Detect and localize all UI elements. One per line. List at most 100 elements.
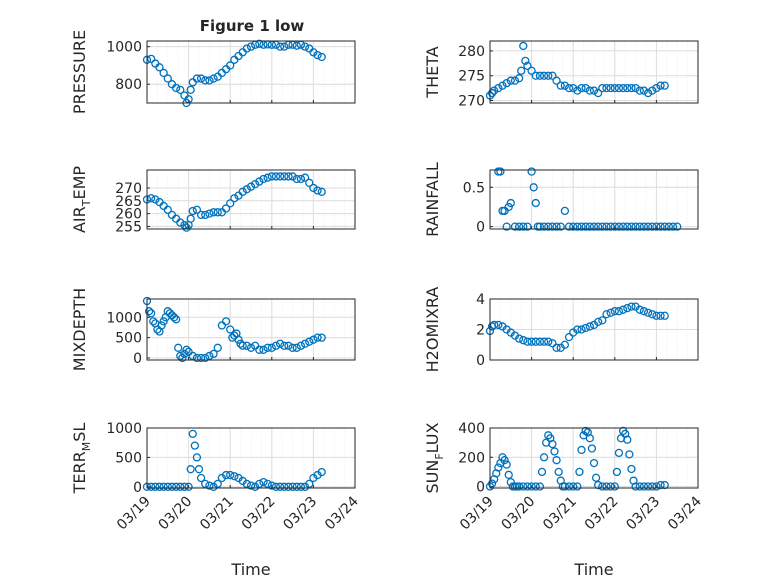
data-point	[589, 86, 599, 95]
subplot-1: 800 1000 PRESSURE	[70, 30, 356, 114]
data-point	[167, 482, 177, 491]
data-point	[176, 482, 185, 491]
data-point	[564, 332, 574, 342]
data-point	[618, 222, 628, 231]
data-point	[255, 177, 264, 186]
y-tick-label: 2	[476, 323, 485, 339]
data-point	[205, 76, 214, 85]
data-point	[631, 482, 640, 491]
data-point	[201, 479, 210, 489]
data-point	[155, 63, 164, 72]
data-point	[673, 222, 682, 231]
y-tick-label: 200	[458, 450, 485, 466]
data-point	[639, 222, 649, 231]
data-point	[171, 482, 181, 491]
data-point	[656, 480, 665, 490]
data-point	[238, 187, 247, 196]
data-point	[300, 173, 310, 182]
data-point	[504, 202, 513, 212]
data-point	[614, 448, 624, 458]
data-point	[552, 343, 561, 352]
data-point	[147, 194, 156, 203]
plot-area	[490, 170, 698, 229]
data-point	[176, 218, 185, 227]
y-axis-label-text: SUN	[423, 460, 442, 494]
data-point	[531, 337, 540, 346]
data-point	[660, 480, 669, 490]
data-point	[280, 42, 289, 51]
x-tick-label: 03/20	[499, 494, 539, 534]
data-point	[656, 81, 665, 90]
data-point	[648, 482, 657, 491]
data-point	[554, 467, 563, 477]
data-point	[182, 345, 191, 354]
y-axis-label-text: AIR	[70, 206, 89, 233]
x-tick-label: 03/20	[156, 494, 196, 534]
subplot-5: 0 500 1000 MIXDEPTH	[70, 288, 356, 371]
data-point	[639, 86, 649, 95]
y-axis-label: H2OMIXRA	[423, 287, 442, 373]
data-point	[275, 482, 285, 491]
data-point	[313, 186, 322, 195]
data-point	[564, 482, 574, 491]
data-point	[506, 198, 515, 208]
data-point	[163, 205, 172, 214]
data-point	[548, 439, 557, 449]
data-point	[280, 341, 289, 350]
data-point	[618, 305, 628, 314]
data-point	[610, 482, 619, 491]
data-point	[317, 52, 326, 62]
data-point	[263, 479, 272, 489]
y-axis-label-text: PRESSURE	[70, 30, 89, 114]
data-point	[180, 349, 189, 359]
data-point	[284, 172, 293, 181]
data-point	[205, 351, 214, 361]
axes-box	[489, 169, 699, 230]
data-point	[594, 88, 603, 98]
data-point	[226, 470, 235, 480]
x-tick-label: 03/24	[665, 493, 705, 533]
y-tick-label: 500	[115, 450, 142, 466]
data-point	[230, 472, 239, 481]
data-point	[292, 174, 301, 184]
y-tick-label: 260	[115, 207, 142, 223]
data-point	[300, 339, 310, 348]
data-point	[544, 337, 553, 346]
data-point	[263, 343, 272, 352]
data-point	[519, 222, 528, 231]
y-axis-label-text: RAINFALL	[423, 162, 442, 237]
data-point	[292, 41, 301, 50]
data-point	[186, 465, 195, 474]
data-point	[585, 434, 594, 443]
data-point	[500, 456, 509, 465]
x-tick-label: 03/21	[540, 494, 580, 534]
data-point	[539, 71, 549, 80]
data-point	[494, 320, 503, 330]
data-point	[246, 42, 256, 51]
x-tick-label: 03/23	[623, 494, 663, 534]
axes-box	[146, 298, 356, 361]
data-point	[594, 317, 603, 327]
data-point	[317, 467, 326, 477]
data-point	[521, 56, 530, 65]
data-point	[627, 83, 636, 93]
data-point	[560, 482, 570, 491]
data-point	[159, 482, 168, 491]
data-point	[614, 222, 624, 231]
data-point	[648, 222, 657, 231]
data-point	[192, 205, 202, 214]
data-point	[535, 337, 545, 346]
data-point	[585, 222, 594, 231]
y-tick-label: 500	[115, 331, 142, 347]
y-axis-label-text: MIXDEPTH	[70, 288, 89, 371]
data-point	[176, 85, 185, 94]
data-point	[246, 481, 256, 490]
subplot-8: 0 200 400 SUNFLUX 03/19 03/20 03/21 03/22 03/23 0…	[423, 421, 705, 533]
data-point	[151, 482, 160, 491]
x-axis-label-left: Time	[230, 560, 270, 579]
data-point	[292, 343, 301, 352]
data-point	[602, 222, 611, 231]
data-point	[169, 313, 179, 322]
data-point	[523, 337, 532, 346]
